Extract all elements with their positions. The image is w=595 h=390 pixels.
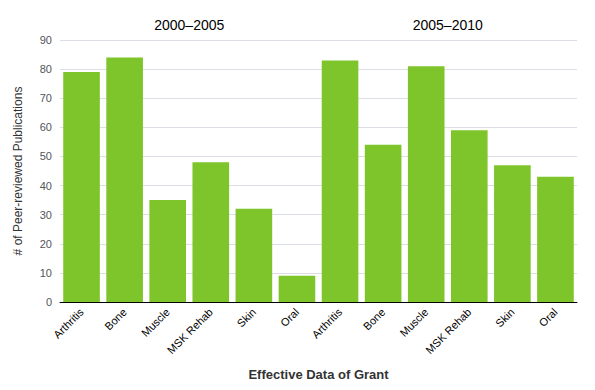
- svg-text:Arthritis: Arthritis: [309, 305, 344, 340]
- svg-text:Muscle: Muscle: [397, 306, 430, 339]
- svg-text:2000–2005: 2000–2005: [154, 17, 224, 33]
- svg-text:Effective Data of Grant: Effective Data of Grant: [248, 367, 389, 382]
- svg-text:0: 0: [46, 296, 52, 308]
- svg-text:70: 70: [40, 92, 52, 104]
- svg-text:Arthritis: Arthritis: [51, 305, 86, 340]
- svg-text:Skin: Skin: [235, 306, 259, 330]
- svg-text:Bone: Bone: [102, 306, 129, 333]
- svg-text:10: 10: [40, 267, 52, 279]
- svg-text:Oral: Oral: [278, 306, 301, 329]
- svg-text:90: 90: [40, 34, 52, 46]
- svg-text:# of Peer-reviewed Publication: # of Peer-reviewed Publications: [11, 87, 25, 256]
- svg-text:50: 50: [40, 150, 52, 162]
- svg-text:2005–2010: 2005–2010: [413, 17, 483, 33]
- svg-text:Bone: Bone: [361, 306, 388, 333]
- svg-text:Muscle: Muscle: [139, 306, 172, 339]
- svg-text:Skin: Skin: [493, 306, 517, 330]
- svg-text:MSK Rehab: MSK Rehab: [423, 306, 473, 356]
- svg-text:Oral: Oral: [537, 306, 560, 329]
- svg-text:MSK Rehab: MSK Rehab: [165, 306, 215, 356]
- svg-text:60: 60: [40, 121, 52, 133]
- svg-text:30: 30: [40, 209, 52, 221]
- svg-text:20: 20: [40, 238, 52, 250]
- svg-text:40: 40: [40, 180, 52, 192]
- svg-text:80: 80: [40, 63, 52, 75]
